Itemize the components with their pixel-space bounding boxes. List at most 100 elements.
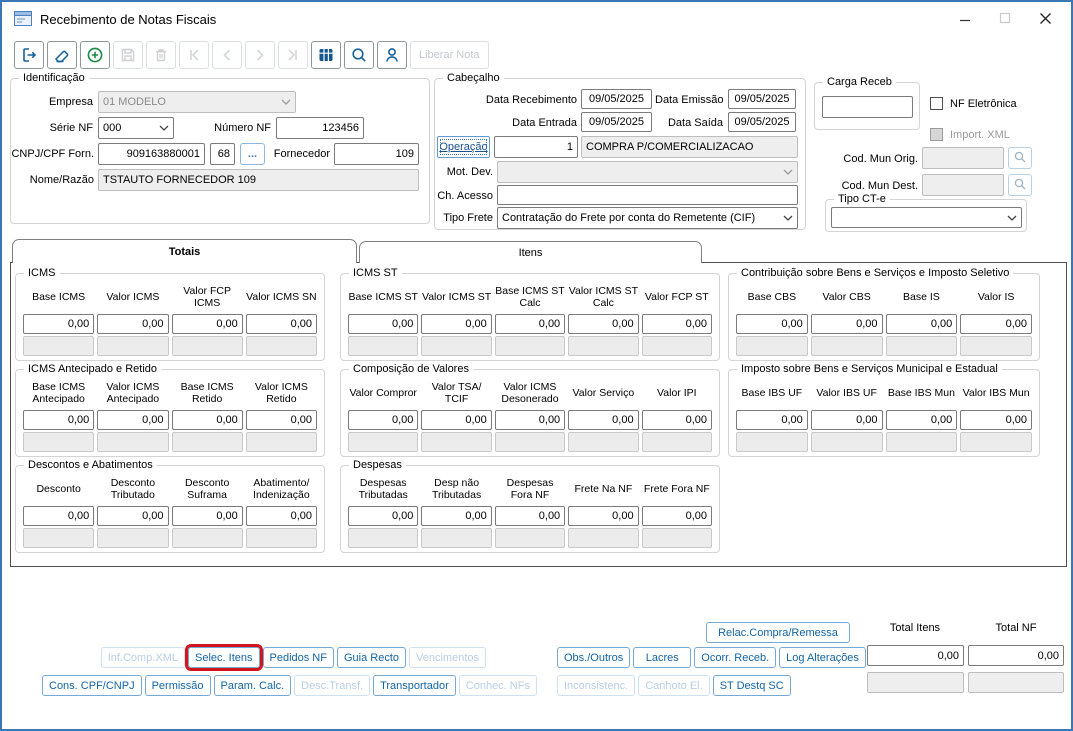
nav-first-icon xyxy=(184,45,204,65)
imposto-sobre-bens-e-servicos-municipal-e-estadual-valor-ibs-uf-field[interactable]: 0,00 xyxy=(810,410,883,430)
data-recebimento-field[interactable]: 09/05/2025 xyxy=(581,89,652,109)
fornecedor-browse-button[interactable]: ... xyxy=(240,143,265,165)
base-ibs-uf-label: Base IBS UF xyxy=(741,386,803,399)
icms-st-valor-fcp-st-field[interactable]: 0,00 xyxy=(641,314,712,334)
contribuicao-sobre-bens-e-servicos-e-imposto-seletivo-valor-cbs-field[interactable]: 0,00 xyxy=(810,314,883,334)
lacres-button[interactable]: Lacres xyxy=(633,647,692,668)
contribuicao-sobre-bens-e-servicos-e-imposto-seletivo-base-is-field[interactable]: 0,00 xyxy=(885,314,958,334)
icms-st-valor-icms-st-field[interactable]: 0,00 xyxy=(421,314,492,334)
pedidos-nf-button[interactable]: Pedidos NF xyxy=(262,647,334,668)
selec-itens-button[interactable]: Selec. Itens xyxy=(184,644,263,671)
cod-mun-orig-search-button xyxy=(1008,147,1032,169)
cnpj-dv-field[interactable]: 68 xyxy=(210,143,235,165)
close-button[interactable] xyxy=(1025,4,1065,32)
imposto-sobre-bens-e-servicos-municipal-e-estadual-base-ibs-mun-field[interactable]: 0,00 xyxy=(885,410,958,430)
imposto-sobre-bens-e-servicos-municipal-e-estadual-base-ibs-uf-field[interactable]: 0,00 xyxy=(736,410,808,430)
grid-button[interactable] xyxy=(311,41,341,69)
descontos-e-abatimentos-desconto-suframa-field[interactable]: 0,00 xyxy=(171,506,243,526)
relac-compra-remessa-button[interactable]: Relac.Compra/Remessa xyxy=(706,622,850,643)
composicao-de-valores-valor-icms-desonerado-field[interactable]: 0,00 xyxy=(494,410,566,430)
icms-antecipado-e-retido-base-icms-antecipado-field[interactable]: 0,00 xyxy=(23,410,95,430)
guia-recto-button[interactable]: Guia Recto xyxy=(336,647,407,668)
search-button[interactable] xyxy=(344,41,374,69)
fornecedor-field[interactable]: 109 xyxy=(334,143,419,165)
group-icms-title: ICMS xyxy=(24,266,60,281)
descontos-e-abatimentos-abatimento-indenizacao-field[interactable]: 0,00 xyxy=(245,506,317,526)
base-cbs-label: Base CBS xyxy=(747,290,797,303)
group-carga-receb: Carga Receb xyxy=(814,75,920,130)
nf-eletronica-checkbox[interactable] xyxy=(930,97,943,110)
maximize-icon xyxy=(999,12,1011,24)
icms-st-valor-icms-st-secondary-field xyxy=(421,336,492,356)
despesas-despesas-fora-nf-field[interactable]: 0,00 xyxy=(494,506,566,526)
valor-servico-label: Valor Serviço xyxy=(572,386,635,399)
tipo-frete-combobox[interactable]: Contratação do Frete por conta do Remete… xyxy=(497,207,798,229)
obs-outros-button[interactable]: Obs./Outros xyxy=(557,647,631,668)
cnpj-cpf-field[interactable]: 909163880001 xyxy=(98,143,205,165)
tab-totais[interactable]: Totais xyxy=(12,239,357,263)
icms-st-valor-icms-st-calc-field[interactable]: 0,00 xyxy=(568,314,639,334)
title-bar: Recebimento de Notas Fiscais xyxy=(2,2,1071,36)
ch-acesso-field[interactable] xyxy=(497,185,798,205)
despesas-desp-nao-tributadas-field[interactable]: 0,00 xyxy=(421,506,492,526)
tipo-cte-combobox[interactable] xyxy=(831,207,1022,228)
serie-nf-label: Série NF xyxy=(49,122,93,134)
conhec-nfs-button: Conhec. NFs xyxy=(458,675,537,696)
icms-base-icms-field[interactable]: 0,00 xyxy=(23,314,95,334)
data-saida-field[interactable]: 09/05/2025 xyxy=(728,112,796,132)
cons-cpf-cnpj-button[interactable]: Cons. CPF/CNPJ xyxy=(42,675,142,696)
composicao-de-valores-valor-ipi-field[interactable]: 0,00 xyxy=(641,410,712,430)
composicao-de-valores-valor-icms-desonerado-secondary-field xyxy=(494,432,566,452)
icms-st-base-icms-st-calc-field[interactable]: 0,00 xyxy=(494,314,566,334)
composicao-de-valores-valor-tsa-tcif-field[interactable]: 0,00 xyxy=(421,410,492,430)
ocorr-receb-button[interactable]: Ocorr. Receb. xyxy=(694,647,777,668)
composicao-de-valores-valor-servico-field[interactable]: 0,00 xyxy=(568,410,639,430)
icms-valor-icms-sn-field[interactable]: 0,00 xyxy=(245,314,317,334)
st-destq-sc-button[interactable]: ST Destq SC xyxy=(712,675,791,696)
numero-nf-field[interactable]: 123456 xyxy=(276,117,364,139)
user-button[interactable] xyxy=(377,41,407,69)
group-descontos-abatimentos: Descontos e Abatimentos Desconto Desconto … xyxy=(15,458,325,553)
icms-antecipado-e-retido-valor-icms-antecipado-field[interactable]: 0,00 xyxy=(97,410,169,430)
icms-valor-fcp-icms-field[interactable]: 0,00 xyxy=(171,314,243,334)
exit-icon xyxy=(19,45,39,65)
icms-st-base-icms-st-secondary-field xyxy=(348,336,419,356)
param-calc-button[interactable]: Param. Calc. xyxy=(213,675,292,696)
despesas-frete-fora-nf-field[interactable]: 0,00 xyxy=(641,506,712,526)
transportador-button[interactable]: Transportador xyxy=(373,675,456,696)
icms-antecipado-e-retido-base-icms-retido-field[interactable]: 0,00 xyxy=(171,410,243,430)
operacao-codigo-field[interactable]: 1 xyxy=(494,136,578,158)
eraser-button[interactable] xyxy=(47,41,77,69)
operacao-button[interactable]: Operação xyxy=(437,136,490,158)
icms-antecipado-e-retido-valor-icms-retido-field[interactable]: 0,00 xyxy=(245,410,317,430)
contribuicao-sobre-bens-e-servicos-e-imposto-seletivo-valor-is-field[interactable]: 0,00 xyxy=(960,314,1032,334)
imposto-sobre-bens-e-servicos-municipal-e-estadual-valor-ibs-mun-field[interactable]: 0,00 xyxy=(960,410,1032,430)
icms-st-base-icms-st-field[interactable]: 0,00 xyxy=(348,314,419,334)
composicao-de-valores-valor-compror-field[interactable]: 0,00 xyxy=(348,410,419,430)
imposto-sobre-bens-e-servicos-municipal-e-estadual-valor-ibs-uf-secondary-field xyxy=(810,432,883,452)
add-button[interactable] xyxy=(80,41,110,69)
descontos-e-abatimentos-abatimento-indenizacao-secondary-field xyxy=(245,528,317,548)
descontos-e-abatimentos-desconto-field[interactable]: 0,00 xyxy=(23,506,95,526)
despesas-despesas-tributadas-field[interactable]: 0,00 xyxy=(348,506,419,526)
group-ibs: Imposto sobre Bens e Serviços Municipal … xyxy=(728,362,1040,457)
permissao-button[interactable]: Permissão xyxy=(144,675,211,696)
base-is-label: Base IS xyxy=(902,290,940,303)
data-emissao-field[interactable]: 09/05/2025 xyxy=(728,89,796,109)
serie-nf-combobox[interactable]: 000 xyxy=(98,117,174,139)
data-entrada-field[interactable]: 09/05/2025 xyxy=(581,112,652,132)
ch-acesso-label: Ch. Acesso xyxy=(437,190,493,202)
group-composicao-valores: Composição de Valores Valor Compror Valor … xyxy=(340,362,720,457)
minimize-button[interactable] xyxy=(945,4,985,32)
group-cabecalho-title: Cabeçalho xyxy=(443,71,504,86)
despesas-frete-na-nf-field[interactable]: 0,00 xyxy=(568,506,639,526)
contribuicao-sobre-bens-e-servicos-e-imposto-seletivo-base-cbs-field[interactable]: 0,00 xyxy=(736,314,808,334)
carga-receb-field[interactable] xyxy=(822,96,913,118)
descontos-e-abatimentos-desconto-tributado-field[interactable]: 0,00 xyxy=(97,506,169,526)
tab-itens[interactable]: Itens xyxy=(359,241,702,263)
icms-valor-icms-field[interactable]: 0,00 xyxy=(97,314,169,334)
log-alteracoes-button[interactable]: Log Alterações xyxy=(779,647,866,668)
exit-button[interactable] xyxy=(14,41,44,69)
empresa-label: Empresa xyxy=(48,96,93,108)
